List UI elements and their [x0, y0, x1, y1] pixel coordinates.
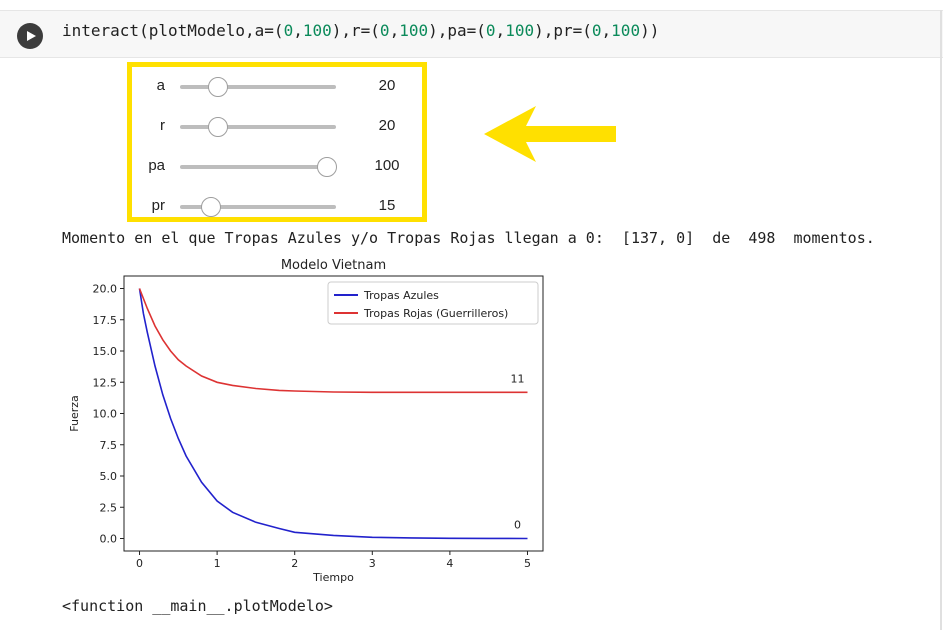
y-tick-label: 7.5: [100, 439, 118, 452]
slider-a-track[interactable]: [180, 77, 336, 97]
x-tick-label: 0: [136, 557, 143, 570]
series-end-label-0: 0: [514, 519, 521, 532]
y-tick-label: 5.0: [100, 470, 118, 483]
slider-pa-label: pa: [148, 157, 165, 174]
slider-pa: pa 100: [137, 152, 417, 182]
code-number: 100: [505, 21, 535, 40]
x-axis-label: Tiempo: [312, 571, 354, 584]
code-number: 0: [591, 21, 602, 40]
y-tick-label: 10.0: [93, 408, 118, 421]
code-token: ),pa=(: [428, 21, 486, 40]
y-tick-label: 20.0: [93, 283, 118, 296]
slider-pr-value[interactable]: 15: [378, 197, 396, 214]
x-tick-label: 3: [369, 557, 376, 570]
slider-pa-handle[interactable]: [317, 157, 337, 177]
line-chart: Modelo Vietnam 0 1 2 3 4 5 0.0 2.5 5.0 7.5 10.0 12.5…: [68, 258, 544, 584]
slider-r-handle[interactable]: [208, 117, 229, 137]
output-border: [940, 10, 942, 630]
y-tick-label: 15.0: [93, 345, 118, 358]
series-end-label-1: 11: [510, 372, 524, 385]
chart-title: Modelo Vietnam: [281, 258, 386, 273]
slider-r-track[interactable]: [180, 117, 336, 137]
slider-a-value[interactable]: 20: [378, 77, 396, 94]
slider-pr: pr 15: [137, 192, 417, 222]
code-number: 0: [485, 21, 496, 40]
function-repr-output: <function __main__.plotModelo>: [62, 597, 333, 615]
code-token: )): [640, 21, 660, 40]
slider-a: a 20: [137, 72, 417, 102]
code-input-area[interactable]: interact(plotModelo,a=(0,100),r=(0,100),…: [0, 10, 943, 58]
code-number: 100: [399, 21, 429, 40]
slider-a-handle[interactable]: [208, 77, 229, 97]
x-tick-label: 2: [291, 557, 298, 570]
series-line-0: [138, 288, 528, 540]
sliders-highlight-box: [127, 62, 427, 222]
code-number: 100: [611, 21, 641, 40]
code-number: 100: [302, 21, 332, 40]
slider-r-label: r: [160, 117, 165, 134]
legend-box: [327, 281, 539, 325]
code-line[interactable]: interact(plotModelo,a=(0,100),r=(0,100),…: [62, 21, 659, 40]
run-cell-button[interactable]: [17, 23, 43, 49]
slider-pa-track[interactable]: [180, 157, 337, 177]
slider-pa-value[interactable]: 100: [374, 157, 400, 174]
play-icon: [27, 31, 36, 41]
slider-r-value[interactable]: 20: [378, 117, 396, 134]
y-tick-label: 0.0: [100, 533, 118, 546]
y-tick-label: 2.5: [100, 501, 118, 514]
x-tick-label: 5: [524, 557, 531, 570]
output-message: Momento en el que Tropas Azules y/o Trop…: [62, 229, 875, 247]
code-token: ,: [389, 21, 400, 40]
code-token: ),pr=(: [534, 21, 592, 40]
series-line-1: [138, 288, 528, 394]
slider-pr-track[interactable]: [180, 197, 336, 217]
code-token: ,: [601, 21, 612, 40]
y-tick-label: 17.5: [93, 314, 118, 327]
arrow-left-icon: [484, 106, 616, 162]
slider-pr-label: pr: [151, 197, 165, 214]
code-token: ),r=(: [331, 21, 380, 40]
code-token: ,: [495, 21, 506, 40]
code-token: interact(plotModelo,a=(: [62, 21, 284, 40]
x-tick-label: 1: [214, 557, 221, 570]
slider-pr-handle[interactable]: [201, 197, 222, 217]
slider-r: r 20: [137, 112, 417, 142]
code-number: 0: [379, 21, 390, 40]
y-tick-label: 12.5: [93, 376, 118, 389]
legend-entry-1: Tropas Rojas (Guerrilleros): [363, 307, 508, 320]
legend-entry-0: Tropas Azules: [363, 289, 439, 302]
code-token: ,: [293, 21, 303, 40]
y-axis-label: Fuerza: [68, 395, 81, 432]
x-tick-label: 4: [446, 557, 453, 570]
code-number: 0: [283, 21, 294, 40]
slider-a-label: a: [156, 77, 165, 94]
